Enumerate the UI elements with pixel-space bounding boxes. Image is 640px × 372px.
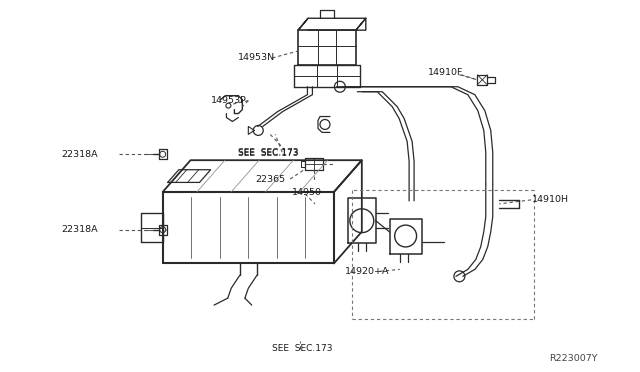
Text: SEE  SEC.173: SEE SEC.173 <box>238 149 299 158</box>
Text: 22318A: 22318A <box>61 225 98 234</box>
Text: 14920+A: 14920+A <box>345 267 389 276</box>
Text: 14953P: 14953P <box>211 96 246 105</box>
Text: 14950: 14950 <box>292 189 322 198</box>
Text: 22318A: 22318A <box>61 150 98 159</box>
Text: 22365: 22365 <box>255 174 285 183</box>
Text: 14910F: 14910F <box>428 68 463 77</box>
Text: SEE  SEC.173: SEE SEC.173 <box>238 148 299 157</box>
Text: SEE  SEC.173: SEE SEC.173 <box>272 344 333 353</box>
Text: 14953N: 14953N <box>238 54 275 62</box>
Text: 14910H: 14910H <box>532 195 569 204</box>
Text: R223007Y: R223007Y <box>549 354 598 363</box>
